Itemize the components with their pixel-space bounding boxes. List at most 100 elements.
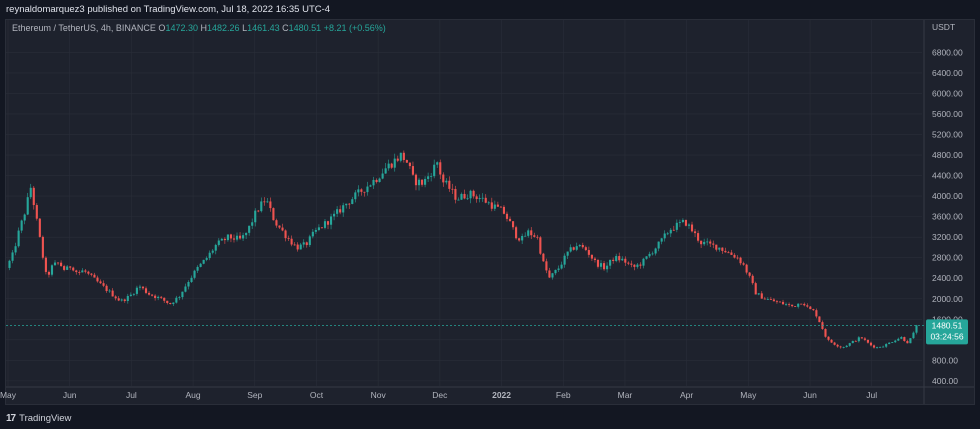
candle-up xyxy=(384,168,387,174)
candle-up xyxy=(436,162,439,165)
y-tick-label: 2400.00 xyxy=(932,273,963,283)
x-tick-label: Oct xyxy=(310,390,324,400)
candle-up xyxy=(254,210,257,223)
candle-up xyxy=(190,277,193,282)
candle-down xyxy=(593,258,597,260)
candle-down xyxy=(515,227,518,239)
candle-down xyxy=(296,244,299,250)
candle-down xyxy=(287,238,290,239)
candle-down xyxy=(833,342,836,345)
candle-down xyxy=(754,283,757,295)
candle-down xyxy=(238,235,242,239)
candle-up xyxy=(120,299,123,301)
candle-down xyxy=(87,271,90,274)
candle-down xyxy=(869,342,873,346)
chart-panel[interactable] xyxy=(5,19,975,405)
candle-up xyxy=(193,270,196,278)
candle-up xyxy=(260,201,263,212)
candle-up xyxy=(675,222,678,230)
candle-down xyxy=(284,230,287,239)
price-tag: 1480.51 03:24:56 xyxy=(926,319,968,345)
candle-up xyxy=(430,176,433,177)
candle-down xyxy=(405,160,408,163)
candle-up xyxy=(242,235,245,239)
candle-down xyxy=(484,197,487,203)
candle-down xyxy=(257,210,260,212)
footer: 17 TradingView xyxy=(6,410,71,426)
candle-up xyxy=(138,286,142,288)
candle-down xyxy=(736,257,739,259)
candle-up xyxy=(8,260,11,268)
candle-down xyxy=(275,220,278,226)
candle-up xyxy=(657,241,660,249)
candle-up xyxy=(135,287,138,294)
candle-down xyxy=(56,262,60,264)
candle-down xyxy=(402,152,405,161)
candle-up xyxy=(784,304,788,306)
grid-lines xyxy=(6,20,974,404)
candle-up xyxy=(299,244,302,250)
candle-up xyxy=(466,198,469,200)
candle-up xyxy=(521,235,524,241)
candle-up xyxy=(551,273,554,278)
currency-label: USDT xyxy=(932,22,955,32)
candle-down xyxy=(160,296,163,298)
tradingview-logo-text[interactable]: TradingView xyxy=(19,412,72,424)
candle-down xyxy=(293,244,296,246)
candle-down xyxy=(232,238,236,240)
time-axis[interactable]: May Jun Jul Aug Sep Oct Nov Dec 2022 Feb Mar Apr May… xyxy=(0,390,877,400)
chart-legend: Ethereum / TetherUS, 4h, BINANCE O1472.3… xyxy=(12,23,386,33)
candle-down xyxy=(697,233,700,241)
candle-down xyxy=(475,196,478,200)
candle-up xyxy=(211,250,214,253)
candle-up xyxy=(766,299,769,300)
candle-down xyxy=(305,242,308,246)
candle-up xyxy=(599,263,603,267)
candle-down xyxy=(272,208,275,221)
candle-down xyxy=(326,221,330,225)
close-value: 1480.51 xyxy=(288,23,322,33)
y-tick-label: 6400.00 xyxy=(932,68,963,78)
candle-up xyxy=(636,264,639,267)
candle-up xyxy=(527,230,530,236)
candle-down xyxy=(360,189,363,192)
candle-down xyxy=(154,295,157,299)
candle-down xyxy=(806,305,809,307)
candle-down xyxy=(144,288,148,293)
candle-down xyxy=(463,193,466,199)
candle-up xyxy=(81,270,84,273)
candle-down xyxy=(375,179,378,182)
y-tick-label: 3600.00 xyxy=(932,212,963,222)
candle-up xyxy=(660,238,663,242)
candle-down xyxy=(414,174,418,186)
candle-down xyxy=(269,201,272,209)
candle-down xyxy=(724,250,727,253)
candle-down xyxy=(281,227,284,231)
candle-up xyxy=(342,205,345,213)
candle-down xyxy=(38,218,41,237)
candle-up xyxy=(912,332,915,339)
candle-up xyxy=(663,233,666,239)
candle-up xyxy=(126,295,129,302)
candle-up xyxy=(202,259,205,264)
candle-up xyxy=(50,265,54,275)
candle-down xyxy=(730,252,733,255)
candle-up xyxy=(393,158,396,168)
candle-down xyxy=(693,231,697,234)
candle-down xyxy=(836,344,839,347)
high-label: H xyxy=(200,23,208,33)
candle-up xyxy=(205,258,208,260)
open-label: O xyxy=(158,23,166,33)
x-tick-label: Jun xyxy=(803,390,817,400)
candle-down xyxy=(408,162,411,167)
candle-up xyxy=(178,297,181,298)
candle-down xyxy=(472,190,475,197)
candle-down xyxy=(572,247,575,250)
candle-up xyxy=(851,340,854,344)
candle-up xyxy=(399,152,402,161)
candle-up xyxy=(797,303,800,307)
candle-up xyxy=(481,197,484,199)
candle-up xyxy=(220,238,223,241)
candle-up xyxy=(469,190,472,199)
